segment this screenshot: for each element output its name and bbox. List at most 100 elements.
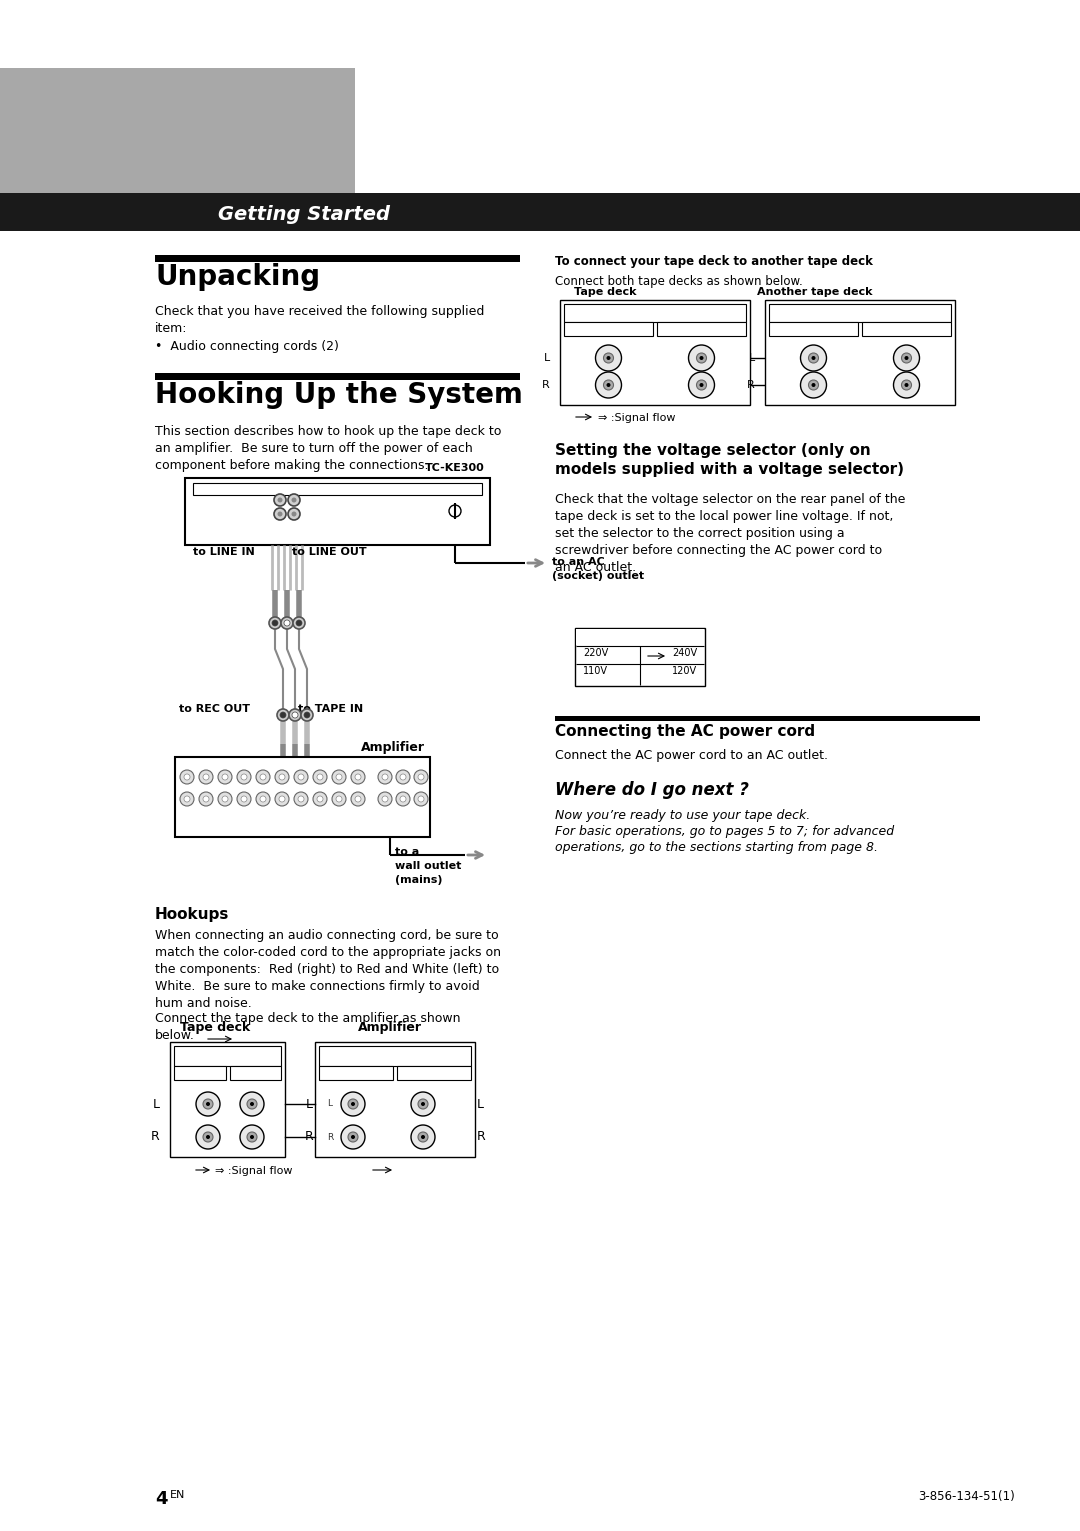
Circle shape — [905, 357, 908, 360]
Text: Hooking Up the System: Hooking Up the System — [156, 381, 523, 409]
Circle shape — [247, 1099, 257, 1108]
Bar — [174, 1066, 226, 1079]
Text: Another tape deck: Another tape deck — [757, 286, 873, 297]
Text: Hookups: Hookups — [156, 906, 229, 922]
Circle shape — [288, 508, 300, 521]
Circle shape — [199, 770, 213, 784]
Circle shape — [237, 792, 251, 805]
Text: R: R — [542, 380, 550, 390]
Text: OUT: OUT — [692, 325, 711, 334]
Text: Connect the tape deck to the amplifier as shown
below.: Connect the tape deck to the amplifier a… — [156, 1012, 460, 1043]
Circle shape — [180, 770, 194, 784]
Text: (mains): (mains) — [395, 876, 443, 885]
Text: IN: IN — [428, 1069, 438, 1079]
Text: Tape deck: Tape deck — [573, 286, 636, 297]
Circle shape — [184, 796, 190, 802]
Circle shape — [449, 505, 461, 517]
Text: Getting Started: Getting Started — [218, 205, 390, 224]
Circle shape — [237, 770, 251, 784]
Text: Check that the voltage selector on the rear panel of the
tape deck is set to the: Check that the voltage selector on the r… — [555, 493, 905, 574]
Circle shape — [256, 792, 270, 805]
Text: •  Audio connecting cords (2): • Audio connecting cords (2) — [156, 340, 339, 354]
Circle shape — [336, 775, 342, 779]
Circle shape — [206, 1102, 210, 1105]
Circle shape — [378, 792, 392, 805]
Circle shape — [279, 796, 285, 802]
Circle shape — [351, 792, 365, 805]
Circle shape — [313, 792, 327, 805]
Circle shape — [281, 617, 293, 629]
Circle shape — [284, 620, 291, 626]
Circle shape — [274, 508, 286, 521]
Circle shape — [203, 1099, 213, 1108]
Bar — [576, 629, 704, 645]
Text: Now you’re ready to use your tape deck.: Now you’re ready to use your tape deck. — [555, 808, 810, 822]
Circle shape — [607, 383, 610, 387]
Text: To connect your tape deck to another tape deck: To connect your tape deck to another tap… — [555, 256, 873, 268]
Circle shape — [351, 770, 365, 784]
Text: R: R — [747, 380, 755, 390]
Bar — [319, 1066, 393, 1079]
Text: LINE: LINE — [849, 306, 870, 315]
Circle shape — [809, 354, 819, 363]
Circle shape — [348, 1099, 357, 1108]
Circle shape — [595, 372, 621, 398]
Text: Where do I go next ?: Where do I go next ? — [555, 781, 748, 799]
Circle shape — [318, 775, 323, 779]
Text: This section describes how to hook up the tape deck to
an amplifier.  Be sure to: This section describes how to hook up th… — [156, 426, 501, 472]
Bar — [769, 322, 858, 335]
Circle shape — [292, 498, 297, 502]
Circle shape — [240, 1125, 264, 1148]
Circle shape — [256, 770, 270, 784]
Circle shape — [293, 617, 305, 629]
Bar — [170, 1043, 285, 1157]
Circle shape — [378, 770, 392, 784]
Circle shape — [418, 1131, 428, 1142]
Circle shape — [275, 792, 289, 805]
Circle shape — [697, 380, 706, 390]
Text: to REC OUT: to REC OUT — [179, 704, 249, 713]
Bar — [555, 717, 980, 721]
Circle shape — [332, 770, 346, 784]
Circle shape — [905, 383, 908, 387]
Bar — [765, 300, 955, 406]
Text: OUT: OUT — [242, 1069, 262, 1079]
Circle shape — [275, 770, 289, 784]
Circle shape — [700, 383, 703, 387]
Text: TC-KE300: TC-KE300 — [426, 462, 485, 473]
Text: L: L — [477, 1098, 484, 1110]
Bar — [657, 322, 746, 335]
Text: Setting the voltage selector (only on
models supplied with a voltage selector): Setting the voltage selector (only on mo… — [555, 442, 904, 476]
Circle shape — [184, 775, 190, 779]
Circle shape — [421, 1134, 426, 1139]
Bar — [193, 482, 482, 495]
Circle shape — [697, 354, 706, 363]
Circle shape — [332, 792, 346, 805]
Circle shape — [249, 1134, 254, 1139]
Circle shape — [218, 792, 232, 805]
Circle shape — [206, 1134, 210, 1139]
Text: L: L — [153, 1098, 160, 1110]
Bar — [0, 193, 1080, 231]
Text: L: L — [306, 1098, 313, 1110]
Circle shape — [199, 792, 213, 805]
Circle shape — [279, 775, 285, 779]
Circle shape — [689, 344, 715, 371]
Circle shape — [351, 1134, 355, 1139]
Circle shape — [298, 796, 303, 802]
Bar — [156, 374, 519, 380]
Text: to an AC: to an AC — [552, 557, 605, 566]
Text: R: R — [327, 1133, 334, 1142]
Bar — [315, 1043, 475, 1157]
Text: IN: IN — [604, 325, 613, 334]
Circle shape — [247, 1131, 257, 1142]
Circle shape — [218, 770, 232, 784]
Circle shape — [203, 796, 210, 802]
Circle shape — [382, 775, 388, 779]
Text: IN: IN — [203, 1069, 213, 1079]
Text: 120V: 120V — [672, 666, 697, 677]
Text: OUT: OUT — [897, 325, 916, 334]
Circle shape — [278, 498, 283, 502]
Circle shape — [902, 380, 912, 390]
Bar — [175, 756, 430, 837]
